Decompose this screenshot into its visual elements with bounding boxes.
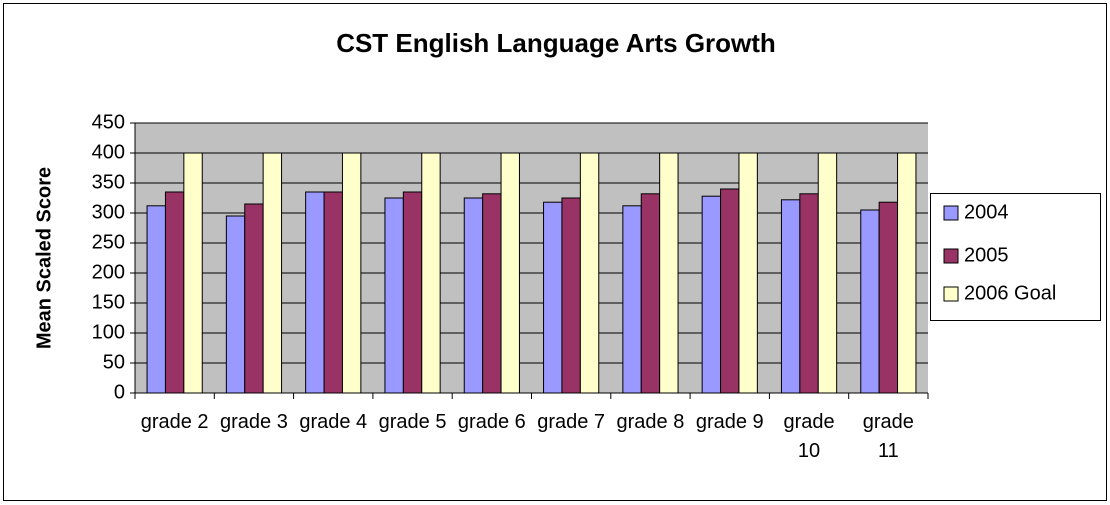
legend-swatch [943,248,959,264]
bar [561,197,581,394]
bar [463,197,484,394]
legend-swatch [943,286,959,302]
legend-label: 2004 [964,201,1009,223]
y-tick-label: 350 [92,171,125,193]
bar [500,152,520,394]
legend-label: 2006 Goal [964,282,1056,304]
bar [262,152,283,394]
bar [799,193,819,394]
bar [305,191,325,394]
y-tick-label: 100 [92,321,125,343]
y-tick-label: 400 [92,141,125,163]
y-tick-label: 300 [92,201,125,223]
bar [543,201,563,394]
chart-title: CST English Language Arts Growth [336,28,776,58]
bar [579,152,600,394]
y-tick-label: 200 [92,261,125,283]
legend-box [930,193,1101,321]
bar [183,152,203,394]
y-tick-label: 0 [114,381,125,403]
x-tick-label: grade 2 [140,411,209,433]
x-tick-label: grade 3 [220,411,288,433]
bar [780,199,801,394]
legend-swatch [943,205,959,221]
bar [164,191,185,394]
bar [860,209,880,394]
bar [878,201,899,394]
bar [323,191,343,394]
bar [659,152,679,394]
bar [701,195,722,394]
bar [817,152,838,394]
legend-label: 2005 [964,244,1009,266]
bar [482,193,502,394]
bar [146,205,166,394]
bar [341,152,362,394]
bar [225,215,246,394]
x-tick-label: grade 5 [378,411,447,433]
x-tick-label: grade 8 [616,411,685,433]
y-tick-label: 250 [92,231,125,253]
bar [402,191,423,394]
y-axis-label: Mean Scaled Score [33,167,55,349]
bar [738,152,758,394]
bar [720,188,740,394]
bar [384,197,404,394]
x-tick-label: grade 9 [695,411,764,433]
x-tick-label: grade 4 [299,411,368,433]
y-tick-label: 450 [92,111,125,133]
bar [421,152,441,394]
x-tick-label: grade 10 [783,411,835,462]
x-tick-label: grade 7 [537,411,606,433]
x-tick-label: grade 6 [457,411,526,433]
bar [622,205,642,394]
y-tick-label: 150 [92,291,125,313]
bar [244,203,264,394]
x-tick-label: grade 11 [862,411,914,462]
y-tick-label: 50 [103,351,125,373]
bar [640,193,661,394]
bar [897,152,917,394]
